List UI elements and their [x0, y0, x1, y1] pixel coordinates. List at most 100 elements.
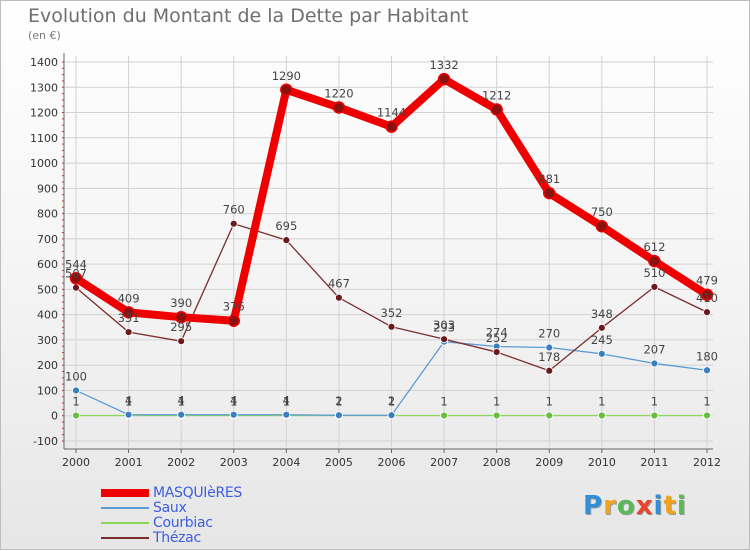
x-tick-label: 2004 — [272, 456, 300, 469]
y-tick-label: 400 — [37, 309, 58, 322]
data-label: 376 — [223, 300, 245, 314]
data-label: 4 — [283, 394, 290, 408]
series-point — [229, 410, 238, 419]
series-point — [595, 219, 609, 233]
series-point — [437, 72, 451, 86]
data-label: 881 — [538, 172, 560, 186]
data-label: 479 — [696, 274, 718, 288]
y-tick-label: 1100 — [30, 132, 58, 145]
y-tick-label: 800 — [37, 208, 58, 221]
data-label: 207 — [643, 342, 665, 356]
series-point — [335, 411, 343, 420]
series-point — [122, 306, 135, 319]
y-tick-label: 1200 — [30, 107, 58, 120]
series-point — [440, 411, 448, 420]
x-tick-label: 2009 — [535, 456, 563, 469]
data-label: 760 — [223, 203, 245, 217]
series-point — [72, 283, 80, 292]
axes: -100010020030040050060070080090010001100… — [30, 53, 721, 469]
legend-label: Saux — [153, 500, 187, 516]
series-point — [177, 410, 186, 419]
series-point — [387, 411, 396, 420]
data-label: 1212 — [482, 89, 511, 103]
series-point — [174, 310, 188, 324]
series-point — [69, 272, 83, 285]
logo-letter: x — [635, 491, 654, 521]
series-point — [650, 282, 659, 291]
data-label: 4 — [178, 394, 185, 408]
series-point — [703, 308, 711, 317]
logo-letter: o — [616, 491, 636, 521]
x-tick-label: 2010 — [588, 456, 616, 469]
logo-letter: r — [603, 491, 617, 521]
data-label: 178 — [538, 350, 560, 364]
legend-swatch — [101, 507, 149, 509]
series-point — [387, 322, 396, 331]
logo-letter: P — [583, 491, 604, 521]
data-label: 409 — [118, 291, 140, 305]
data-label: 100 — [65, 369, 87, 383]
data-label: 2 — [388, 394, 395, 408]
series-point — [703, 411, 711, 420]
y-tick-label: 200 — [37, 359, 58, 372]
legend-label: MASQUIèRES — [153, 485, 243, 501]
series-point — [282, 236, 291, 245]
x-tick-label: 2001 — [115, 456, 143, 469]
x-tick-label: 2002 — [167, 456, 195, 469]
data-label: 1 — [335, 394, 342, 408]
x-tick-label: 2008 — [483, 456, 511, 469]
y-tick-label: 900 — [37, 182, 58, 195]
data-label: 245 — [591, 333, 613, 347]
y-tick-label: 1300 — [30, 81, 58, 94]
series-point — [703, 366, 711, 375]
x-tick-label: 2005 — [325, 456, 353, 469]
data-label: 390 — [170, 296, 192, 310]
data-label: 1 — [178, 394, 185, 408]
series-point — [72, 411, 80, 420]
data-label: 2 — [335, 394, 342, 408]
series-point — [440, 335, 448, 344]
series-point — [492, 411, 501, 420]
y-tick-label: 100 — [37, 384, 58, 397]
data-label: 352 — [381, 306, 403, 320]
series-point — [282, 410, 291, 419]
data-label: 1 — [651, 394, 658, 408]
data-label: 467 — [328, 277, 350, 291]
data-label: 750 — [591, 205, 613, 219]
series-point — [700, 288, 714, 301]
series-point — [597, 349, 606, 358]
data-label: 295 — [170, 320, 192, 334]
legend-swatch — [101, 522, 149, 524]
series-point — [545, 343, 554, 352]
data-label: 695 — [275, 219, 297, 233]
data-label: 4 — [125, 394, 132, 408]
data-label: 1 — [230, 394, 237, 408]
data-label: 252 — [486, 331, 508, 345]
data-label: 274 — [486, 326, 508, 340]
series-point — [385, 120, 398, 133]
series-point — [177, 337, 186, 346]
data-label: 1 — [703, 394, 710, 408]
data-label: 1 — [72, 394, 79, 408]
y-tick-label: 1000 — [30, 157, 58, 170]
data-label: 331 — [118, 311, 140, 325]
data-label: 1332 — [429, 58, 458, 72]
series-point — [280, 83, 293, 97]
series-point — [650, 411, 659, 420]
data-label: 270 — [538, 327, 560, 341]
data-label: 348 — [591, 307, 613, 321]
series-point — [545, 411, 554, 420]
logo-letter: i — [653, 491, 664, 521]
data-label: 1 — [440, 394, 447, 408]
x-tick-label: 2007 — [430, 456, 458, 469]
data-labels: 1 1 1 1 1 1 1 1 1 1 1 1 1 100 4 4 4 4 2 2 293 274 270 245 207 180… — [65, 58, 718, 408]
series-point — [72, 386, 80, 395]
y-tick-label: -100 — [33, 435, 58, 448]
data-label: 303 — [433, 318, 455, 332]
data-label: 1 — [546, 394, 553, 408]
data-label: 180 — [696, 349, 718, 363]
x-tick-label: 2012 — [693, 456, 721, 469]
x-tick-label: 2011 — [640, 456, 668, 469]
